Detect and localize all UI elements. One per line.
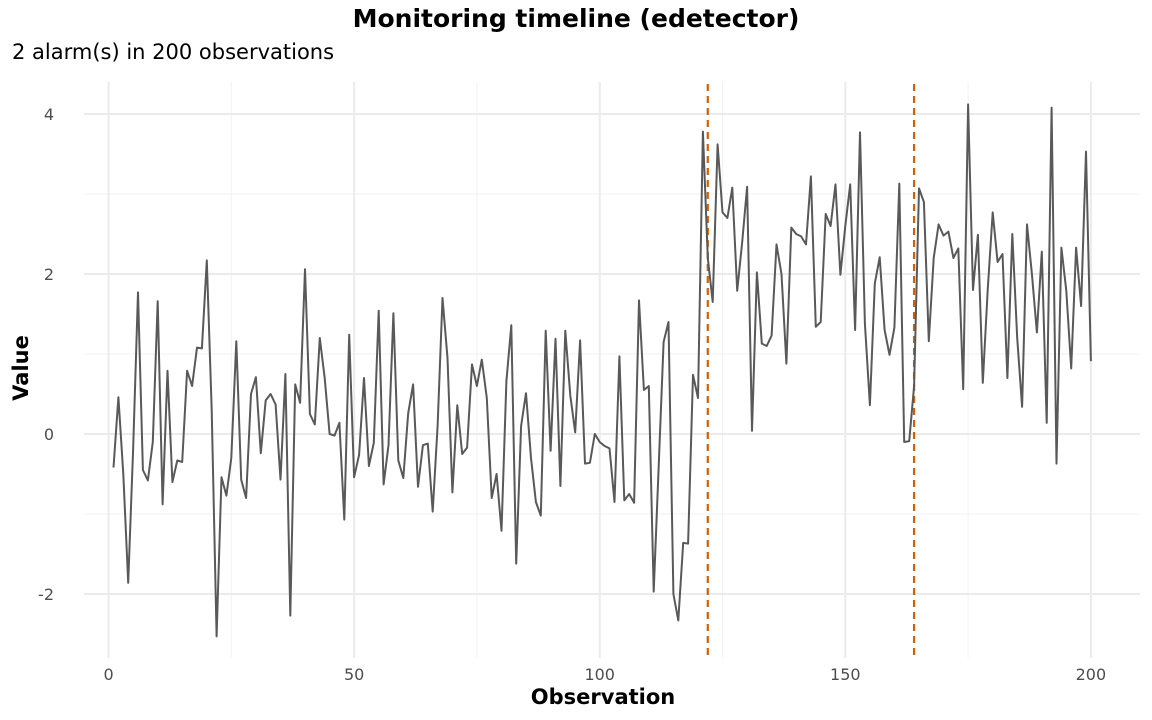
- x-tick-label: 150: [830, 665, 861, 684]
- x-tick-label: 200: [1076, 665, 1107, 684]
- y-tick-label: 4: [44, 105, 54, 124]
- x-tick-label: 0: [103, 665, 113, 684]
- x-tick-label: 50: [344, 665, 364, 684]
- series-line: [112, 103, 1092, 638]
- chart-title: Monitoring timeline (edetector): [352, 4, 800, 33]
- y-tick-label: 2: [44, 265, 54, 284]
- y-axis-title: Value: [9, 335, 33, 401]
- x-tick-label: 100: [584, 665, 615, 684]
- x-axis-title: Observation: [531, 685, 675, 709]
- y-tick-label: -2: [38, 585, 54, 604]
- y-tick-label: 0: [44, 425, 54, 444]
- chart-subtitle: 2 alarm(s) in 200 observations: [12, 40, 335, 64]
